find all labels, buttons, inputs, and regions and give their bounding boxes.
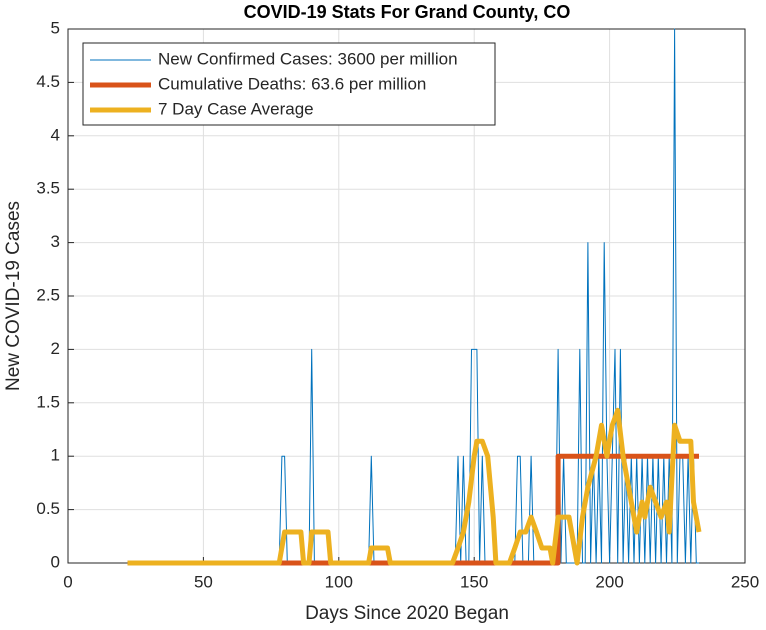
y-tick-label: 0.5 [36,499,60,518]
y-axis-label: New COVID-19 Cases [3,201,24,391]
legend-label: Cumulative Deaths: 63.6 per million [158,74,426,93]
y-tick-label: 2.5 [36,285,60,304]
legend-box [82,42,496,126]
y-tick-label: 3 [51,232,60,251]
x-tick-label: 0 [63,572,72,591]
y-tick-label: 4 [51,125,60,144]
legend-label: 7 Day Case Average [158,99,314,118]
y-tick-label: 2 [51,339,60,358]
series-line [127,407,702,566]
y-tick-label: 3.5 [36,179,60,198]
x-tick-label: 200 [595,572,623,591]
x-tick-label: 50 [194,572,213,591]
chart-title: COVID-19 Stats For Grand County, CO [244,2,571,22]
y-tick-label: 1 [51,446,60,465]
x-tick-label: 150 [460,572,488,591]
y-tick-label: 5 [51,18,60,37]
x-axis-label: Days Since 2020 Began [305,603,509,624]
y-tick-label: 0 [51,552,60,571]
y-tick-label: 1.5 [36,392,60,411]
x-tick-label: 100 [325,572,353,591]
legend-label: New Confirmed Cases: 3600 per million [158,49,458,68]
y-tick-label: 4.5 [36,72,60,91]
x-tick-label: 250 [731,572,759,591]
